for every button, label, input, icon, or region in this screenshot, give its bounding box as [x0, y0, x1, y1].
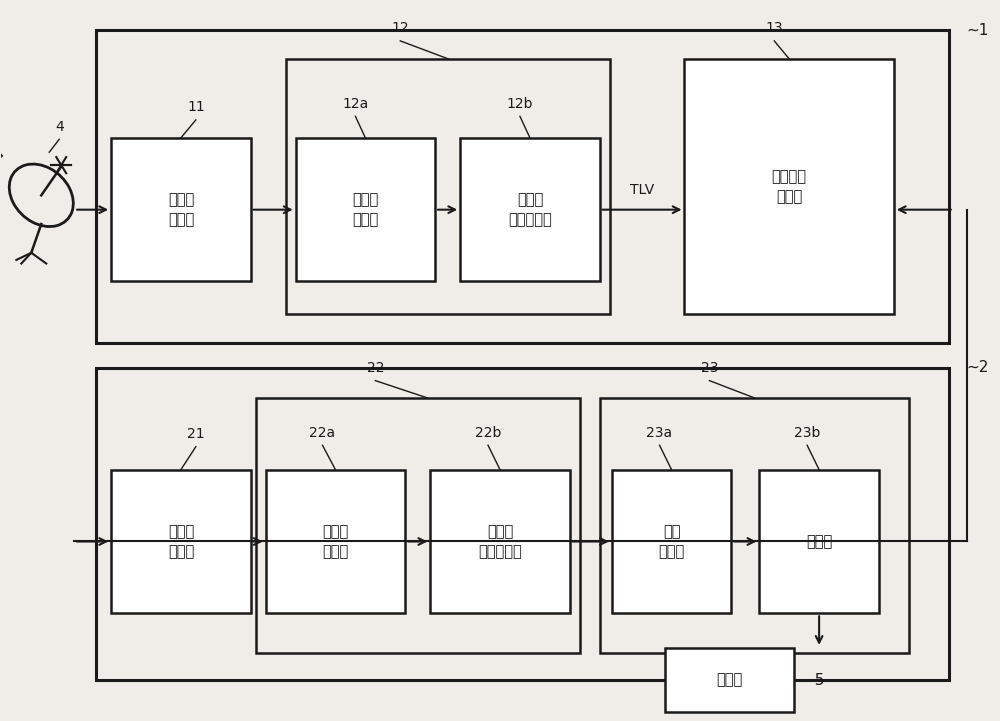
Bar — [460, 138, 600, 281]
Text: 显示器: 显示器 — [716, 673, 742, 688]
Bar — [612, 469, 731, 614]
Text: 22: 22 — [367, 361, 384, 375]
Text: 21: 21 — [187, 427, 205, 441]
Text: ~2: ~2 — [967, 360, 989, 376]
Text: 发送侧
解调部: 发送侧 解调部 — [352, 193, 378, 227]
Text: ~1: ~1 — [967, 23, 989, 38]
Bar — [111, 469, 251, 614]
Text: 发送侧
错误修正部: 发送侧 错误修正部 — [508, 193, 552, 227]
Bar — [266, 469, 405, 614]
Bar — [111, 138, 251, 281]
Text: 11: 11 — [187, 100, 205, 114]
Text: 12b: 12b — [507, 97, 533, 110]
Bar — [684, 59, 894, 314]
Bar — [256, 398, 580, 653]
Bar — [96, 368, 949, 680]
Bar — [759, 469, 879, 614]
Text: 12: 12 — [391, 21, 409, 35]
Text: 23: 23 — [701, 361, 718, 375]
Bar — [665, 647, 794, 712]
Text: 13: 13 — [765, 21, 783, 35]
Text: 12a: 12a — [342, 97, 369, 110]
Text: TLV: TLV — [630, 182, 654, 197]
Text: 发送侧
调谐器: 发送侧 调谐器 — [168, 193, 194, 227]
Bar — [96, 30, 949, 342]
Text: 22b: 22b — [475, 425, 501, 440]
Text: 接收侧
错误修正部: 接收侧 错误修正部 — [478, 524, 522, 559]
Text: 接收侧
解调部: 接收侧 解调部 — [322, 524, 349, 559]
Bar — [296, 138, 435, 281]
Text: 4: 4 — [55, 120, 64, 133]
Text: 复用
分离部: 复用 分离部 — [658, 524, 685, 559]
Bar — [600, 398, 909, 653]
Text: 解码器: 解码器 — [806, 534, 832, 549]
Text: 接收侧
调谐器: 接收侧 调谐器 — [168, 524, 194, 559]
Text: 23a: 23a — [646, 425, 673, 440]
Bar — [286, 59, 610, 314]
Text: 有线重传
转换部: 有线重传 转换部 — [772, 169, 807, 204]
Text: 22a: 22a — [309, 425, 336, 440]
Bar — [430, 469, 570, 614]
Text: 23b: 23b — [794, 425, 820, 440]
Text: ~5: ~5 — [802, 673, 825, 688]
